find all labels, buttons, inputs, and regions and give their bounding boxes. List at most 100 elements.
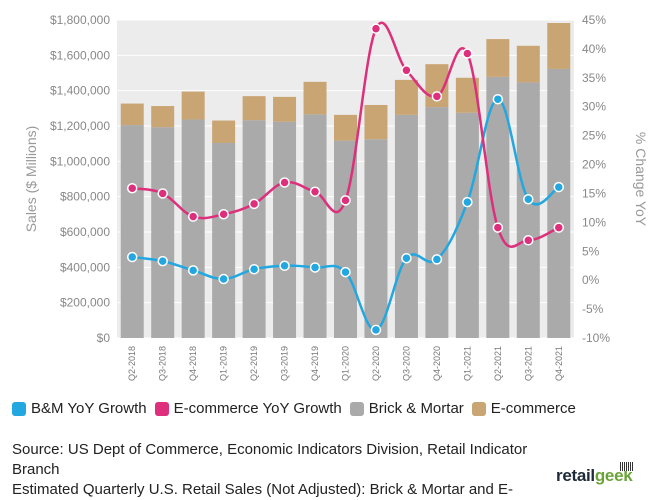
bar-brick-mortar	[364, 139, 388, 338]
y-right-tick-label: -5%	[582, 302, 604, 316]
point-ecom-yoy	[187, 211, 199, 222]
point-bm-yoy	[401, 252, 412, 264]
point-ecom-yoy	[279, 177, 290, 188]
bar-brick-mortar	[425, 107, 449, 338]
x-tick-label: Q3-2018	[158, 346, 168, 381]
y-left-axis-title: Sales ($ Millions)	[23, 126, 39, 233]
bar-ecommerce	[547, 23, 571, 69]
point-bm-yoy	[553, 181, 565, 193]
source-note: Source: US Dept of Commerce, Economic In…	[12, 440, 552, 500]
y-right-tick-label: -10%	[582, 331, 610, 345]
y-right-tick-label: 20%	[582, 158, 606, 172]
legend-swatch-bm-yoy	[12, 401, 26, 416]
bar-brick-mortar	[486, 76, 510, 339]
bar-brick-mortar	[455, 112, 479, 338]
y-left-tick-label: $200,000	[60, 296, 110, 310]
y-right-axis-title: % Change YoY	[633, 132, 649, 227]
y-right-tick-label: 0%	[582, 273, 600, 287]
legend-label-brick-mortar: Brick & Mortar	[368, 400, 464, 417]
y-right-tick-label: 5%	[582, 244, 600, 258]
legend-label-bm-yoy: B&M YoY Growth	[31, 400, 147, 417]
y-right-tick-label: 35%	[582, 71, 606, 85]
x-tick-label: Q2-2019	[249, 346, 259, 381]
x-tick-label: Q2-2021	[493, 346, 503, 381]
point-bm-yoy	[462, 196, 473, 208]
point-ecom-yoy	[309, 186, 321, 197]
point-ecom-yoy	[340, 195, 351, 206]
bar-brick-mortar	[547, 68, 571, 338]
legend-swatch-ecom-yoy	[154, 401, 169, 416]
y-right-tick-label: 45%	[582, 13, 606, 27]
legend-item-ecom-yoy[interactable]: E-commerce YoY Growth	[154, 400, 342, 417]
point-ecom-yoy	[492, 222, 504, 233]
bar-ecommerce	[181, 91, 205, 120]
line-ecom-yoy	[132, 21, 560, 248]
bar-brick-mortar	[273, 121, 297, 338]
point-ecom-yoy	[462, 48, 473, 59]
y-left-tick-label: $1,800,000	[50, 13, 110, 27]
bar-ecommerce	[334, 114, 357, 141]
point-bm-yoy	[309, 262, 321, 273]
x-tick-label: Q2-2018	[127, 346, 137, 381]
sales-chart: $0 $200,000 $400,000 $600,000 $800,000 $1,000…	[23, 13, 649, 381]
point-bm-yoy	[431, 254, 443, 265]
point-ecom-yoy	[523, 235, 534, 246]
point-ecom-yoy	[157, 188, 168, 199]
y-right-tick-label: 25%	[582, 129, 606, 143]
bar-brick-mortar	[242, 120, 266, 338]
barcode-icon	[620, 462, 634, 471]
bar-brick-mortar	[334, 140, 357, 338]
bar-brick-mortar	[181, 119, 205, 338]
point-ecom-yoy	[431, 91, 443, 102]
bar-ecommerce	[364, 104, 388, 140]
bar-ecommerce	[303, 81, 327, 115]
logo-text-retail: retail	[556, 466, 595, 485]
y-left-tick-label: $800,000	[60, 190, 110, 204]
y-left-tick-label: $1,000,000	[50, 154, 110, 168]
x-tick-label: Q4-2020	[432, 346, 442, 381]
x-tick-label: Q4-2019	[310, 346, 320, 381]
y-left-tick-label: $1,200,000	[50, 119, 110, 133]
bar-brick-mortar	[120, 125, 144, 338]
y-left-tick-label: $1,600,000	[50, 48, 110, 62]
y-left-tick-label: $1,400,000	[50, 84, 110, 98]
source-line-2: Estimated Quarterly U.S. Retail Sales (N…	[12, 481, 514, 498]
point-bm-yoy	[340, 266, 351, 278]
bar-ecommerce	[394, 79, 418, 115]
bar-ecommerce	[273, 96, 297, 122]
bar-ecommerce	[455, 77, 479, 113]
x-tick-label: Q4-2018	[188, 346, 198, 381]
x-tick-label: Q3-2020	[401, 346, 411, 381]
bar-brick-mortar	[212, 142, 236, 338]
point-bm-yoy	[248, 263, 260, 275]
legend-item-bm-yoy[interactable]: B&M YoY Growth	[12, 400, 147, 417]
legend-swatch-ecommerce	[471, 401, 486, 416]
x-tick-label: Q3-2019	[280, 346, 290, 381]
y-left-tick-label: $0	[97, 331, 111, 345]
point-bm-yoy	[370, 324, 382, 336]
bar-ecommerce	[516, 45, 540, 83]
point-ecom-yoy	[401, 65, 412, 76]
legend-swatch-brick-mortar	[349, 401, 364, 416]
legend-label-ecommerce: E-commerce	[490, 400, 576, 417]
point-ecom-yoy	[218, 209, 229, 220]
bar-ecommerce	[120, 103, 144, 126]
x-tick-label: Q1-2020	[341, 346, 351, 381]
chart-legend: B&M YoY Growth E-commerce YoY Growth Bri…	[12, 400, 652, 417]
legend-item-ecommerce[interactable]: E-commerce	[471, 400, 576, 417]
x-tick-label: Q4-2021	[554, 346, 564, 381]
legend-item-brick-mortar[interactable]: Brick & Mortar	[349, 400, 464, 417]
y-right-tick-label: 10%	[582, 215, 606, 229]
legend-label-ecom-yoy: E-commerce YoY Growth	[173, 400, 342, 417]
y-right-tick-label: 40%	[582, 42, 606, 56]
y-left-tick-label: $400,000	[60, 260, 110, 274]
source-line-1: Source: US Dept of Commerce, Economic In…	[12, 441, 528, 478]
bar-ecommerce	[486, 39, 510, 77]
point-bm-yoy	[187, 265, 199, 276]
bar-brick-mortar	[516, 82, 540, 338]
x-tick-label: Q1-2021	[462, 346, 472, 381]
point-ecom-yoy	[248, 198, 260, 210]
bar-brick-mortar	[303, 114, 327, 338]
point-bm-yoy	[492, 93, 504, 105]
x-tick-label: Q3-2021	[523, 346, 533, 381]
